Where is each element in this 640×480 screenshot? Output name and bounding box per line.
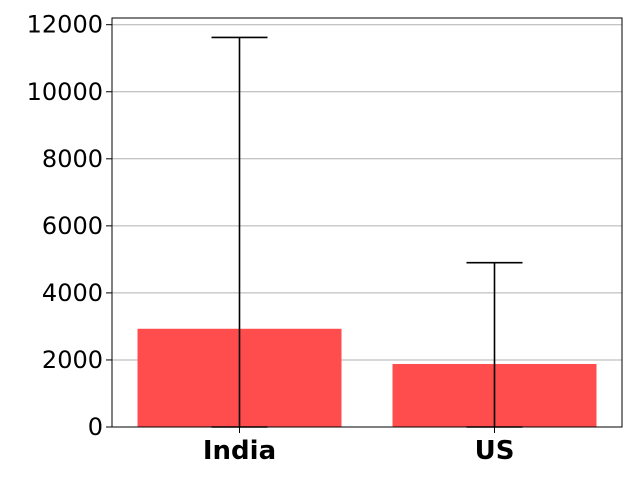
y-tick-label: 8000 [42,145,103,173]
y-tick-label: 12000 [27,11,103,39]
y-tick-label: 2000 [42,346,103,374]
bars [137,328,597,427]
y-axis-ticks: 0 2000 4000 6000 8000 10000 12000 [27,11,112,441]
x-tick-label: India [203,436,276,466]
y-tick-label: 4000 [42,279,103,307]
x-axis-labels: India US [203,427,515,466]
plot-frame [111,17,623,428]
x-tick-label: US [475,436,515,466]
y-tick-label: 10000 [27,78,103,106]
y-tick-label: 6000 [42,212,103,240]
y-tick-label: 0 [88,413,103,441]
